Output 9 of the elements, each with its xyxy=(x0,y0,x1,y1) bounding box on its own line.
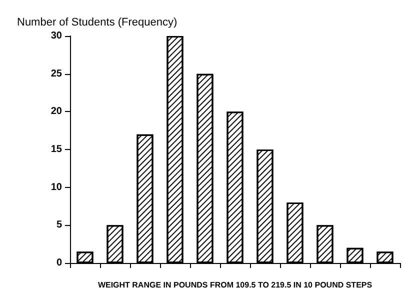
y-tick-label: 20 xyxy=(50,106,62,118)
x-axis-title: WEIGHT RANGE IN POUNDS FROM 109.5 TO 219.5 IN 10 POUND STEPS xyxy=(98,280,373,290)
y-tick-label: 15 xyxy=(50,144,62,155)
y-axis-title: Number of Students (Frequency) xyxy=(17,16,178,28)
y-tick-label: 30 xyxy=(50,30,62,42)
y-tick-label: 10 xyxy=(50,182,62,193)
y-tick-label: 5 xyxy=(56,220,62,231)
y-tick-label: 0 xyxy=(56,258,62,268)
y-tick-label: 25 xyxy=(50,68,62,80)
